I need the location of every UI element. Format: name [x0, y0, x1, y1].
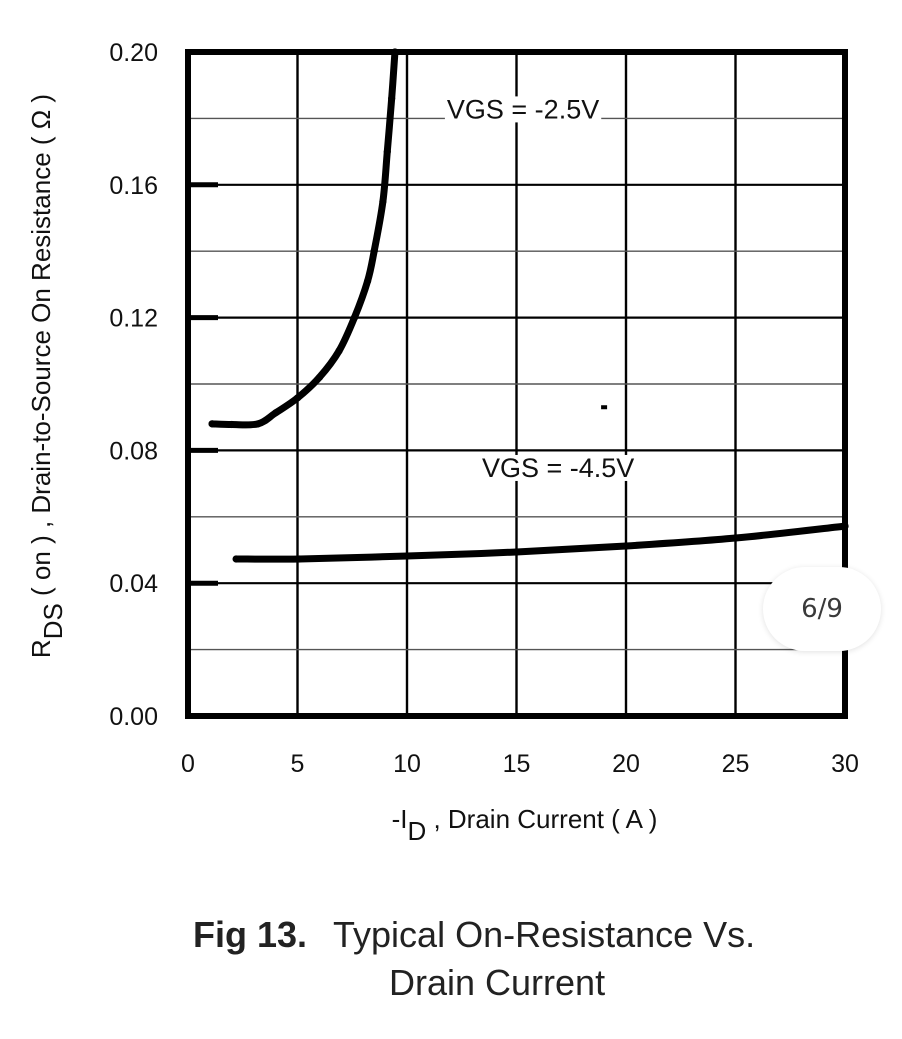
page-indicator[interactable]: 6/9	[763, 567, 881, 651]
data-point-vgs-2.5	[388, 94, 396, 103]
y-axis-title: RDS ( on ) , Drain-to-Source On Resistan…	[26, 94, 68, 658]
data-point-vgs-2.5	[335, 347, 343, 355]
figure-label: Fig 13.	[193, 914, 308, 955]
y-tick-label-0: 0.00	[109, 703, 158, 731]
figure-caption: Fig 13. Typical On-Resistance Vs.	[193, 914, 755, 956]
x-tick-label-0: 0	[181, 750, 195, 778]
series-layer	[208, 48, 849, 563]
y-tick-label-0.04: 0.04	[109, 570, 158, 598]
y-tick-label-0.12: 0.12	[109, 305, 158, 333]
data-point-vgs-4.5	[232, 555, 240, 563]
annotation-background	[444, 96, 602, 123]
x-tick-label-25: 25	[722, 750, 750, 778]
y-axis-title-suffix: ( on ) , Drain-to-Source On Resistance (…	[26, 94, 56, 603]
data-point-vgs-2.5	[350, 314, 359, 322]
data-point-vgs-2.5	[379, 197, 387, 205]
data-point-vgs-4.5	[296, 555, 304, 563]
y-tick-label-0.2: 0.20	[109, 39, 158, 67]
data-point-vgs-2.5	[272, 409, 280, 417]
data-point-vgs-4.5	[403, 552, 411, 560]
y-axis-title-prefix: R	[26, 639, 56, 658]
x-tick-label-10: 10	[393, 750, 421, 778]
plot-frame	[185, 49, 848, 719]
data-point-vgs-2.5	[208, 420, 216, 428]
annotation-vgs-2.5v: VGS = -2.5V	[447, 94, 599, 124]
data-point-vgs-4.5	[622, 542, 630, 550]
x-axis-title-suffix: , Drain Current ( A )	[426, 804, 657, 834]
x-tick-label-15: 15	[503, 750, 531, 778]
annotation-background	[479, 454, 637, 481]
data-point-vgs-2.5	[383, 148, 391, 156]
x-tick-label-30: 30	[831, 750, 859, 778]
x-axis-title-subscript: D	[407, 816, 426, 846]
y-tick-label-0.16: 0.16	[109, 172, 158, 200]
grid	[188, 52, 845, 716]
x-tick-label-20: 20	[612, 750, 640, 778]
axis-ticks	[188, 182, 218, 586]
stray-mark	[601, 405, 608, 410]
data-point-vgs-4.5	[512, 548, 521, 556]
tick-labels: 0 5 10 15 20 25 30 0.00 0.04 0.08 0.12 0.16 0.20	[109, 39, 859, 778]
data-point-vgs-2.5	[315, 373, 323, 381]
y-axis-title-subscript: DS	[38, 603, 68, 639]
y-tick-label-0.08: 0.08	[109, 437, 158, 465]
data-point-vgs-4.5	[731, 534, 740, 542]
data-point-vgs-2.5	[363, 277, 372, 285]
data-point-vgs-2.5	[293, 394, 302, 402]
data-point-vgs-2.5	[370, 247, 378, 255]
annotation-vgs-4.5v: VGS = -4.5V	[482, 453, 634, 483]
data-point-vgs-2.5	[228, 420, 236, 429]
x-axis-title: -ID , Drain Current ( A )	[392, 804, 658, 846]
x-axis-title-prefix: -I	[392, 804, 408, 834]
caption-line-1: Typical On-Resistance Vs.	[333, 914, 756, 955]
x-tick-label-5: 5	[291, 750, 305, 778]
series-line-vgs-2.5	[208, 48, 399, 429]
data-point-vgs-2.5	[254, 420, 262, 428]
caption-line-2: Drain Current	[389, 962, 606, 1003]
series-line-vgs-4.5	[232, 522, 849, 563]
